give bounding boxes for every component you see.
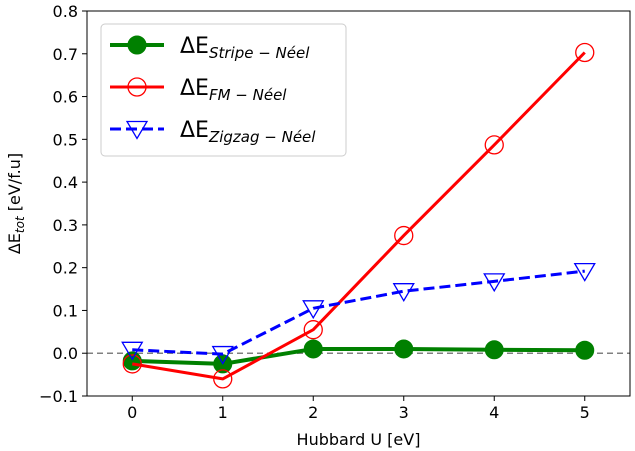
x-tick-label: 5 bbox=[580, 403, 590, 422]
y-axis-label-suffix: [eV/f.u] bbox=[5, 153, 24, 216]
data-point-stripe bbox=[484, 340, 504, 360]
series-line-zigzag bbox=[132, 269, 585, 356]
y-axis-label: ΔEtot [eV/f.u] bbox=[5, 153, 27, 254]
data-point-zigzag bbox=[121, 341, 144, 361]
series-stripe bbox=[122, 339, 595, 374]
x-tick-label: 1 bbox=[218, 403, 228, 422]
legend-item-fm: ΔEFM − Néel bbox=[110, 76, 287, 104]
x-tick-label: 0 bbox=[127, 403, 137, 422]
x-tick-label: 3 bbox=[399, 403, 409, 422]
legend-marker-stripe bbox=[127, 35, 147, 55]
data-point-stripe bbox=[394, 339, 414, 359]
series-fm bbox=[122, 42, 595, 389]
data-point-fm bbox=[213, 369, 233, 389]
y-tick-label: 0.0 bbox=[53, 344, 78, 363]
data-point-zigzag bbox=[483, 273, 506, 293]
x-tick-label: 2 bbox=[308, 403, 318, 422]
data-point-stripe bbox=[303, 339, 323, 359]
y-tick-label: 0.1 bbox=[53, 301, 78, 320]
legend-marker-zigzag bbox=[125, 120, 149, 140]
data-point-zigzag bbox=[302, 300, 325, 320]
data-point-stripe bbox=[575, 340, 595, 360]
data-point-fm bbox=[303, 320, 323, 340]
plot-frame bbox=[86, 10, 631, 397]
legend-label-fm: ΔEFM − Néel bbox=[180, 76, 287, 104]
data-point-zigzag bbox=[392, 283, 415, 302]
legend-label-stripe: ΔEStripe − Néel bbox=[180, 34, 310, 62]
y-tick-label: 0.5 bbox=[53, 130, 78, 149]
legend-frame bbox=[100, 23, 347, 157]
legend-marker-fm bbox=[127, 77, 147, 97]
data-point-fm bbox=[575, 42, 595, 63]
legend-label-zigzag: ΔEZigzag − Néel bbox=[180, 118, 316, 146]
axes-layer: 0 1 2 3 4 5 −0.1 0.0 0.1 0.2 0.3 0.4 0.5 0.6 0.7 0.8 bbox=[39, 2, 631, 422]
y-axis-label-subscript: tot bbox=[13, 215, 27, 233]
y-axis-label-prefix: ΔE bbox=[5, 233, 24, 254]
data-point-fm bbox=[122, 354, 142, 374]
y-tick-label: 0.7 bbox=[53, 45, 78, 64]
y-tick-label: −0.1 bbox=[39, 387, 78, 406]
series-line-fm bbox=[132, 51, 586, 381]
legend-label-sub: Stripe − Néel bbox=[209, 44, 310, 62]
y-tick-label: 0.4 bbox=[53, 173, 78, 192]
series-layer bbox=[121, 42, 596, 389]
data-point-fm bbox=[484, 135, 504, 155]
data-point-zigzag bbox=[573, 262, 596, 282]
legend-item-stripe: ΔEStripe − Néel bbox=[110, 34, 310, 62]
data-point-zigzag bbox=[211, 345, 234, 365]
legend-label-sub: Zigzag − Néel bbox=[208, 128, 316, 146]
series-line-stripe bbox=[132, 346, 585, 366]
data-point-fm bbox=[394, 225, 414, 246]
x-axis-label: Hubbard U [eV] bbox=[297, 430, 421, 449]
x-tick-label: 4 bbox=[489, 403, 499, 422]
y-tick-label: 0.2 bbox=[53, 259, 78, 278]
y-tick-label: 0.6 bbox=[53, 88, 78, 107]
legend-label-main: ΔE bbox=[180, 34, 209, 59]
legend-label-main: ΔE bbox=[180, 118, 209, 143]
legend-label-main: ΔE bbox=[180, 76, 209, 101]
y-tick-label: 0.8 bbox=[53, 2, 78, 21]
y-tick-label: 0.3 bbox=[53, 216, 78, 235]
legend-label-sub: FM − Néel bbox=[209, 86, 287, 104]
series-zigzag bbox=[121, 262, 596, 365]
legend-item-zigzag: ΔEZigzag − Néel bbox=[110, 118, 316, 146]
